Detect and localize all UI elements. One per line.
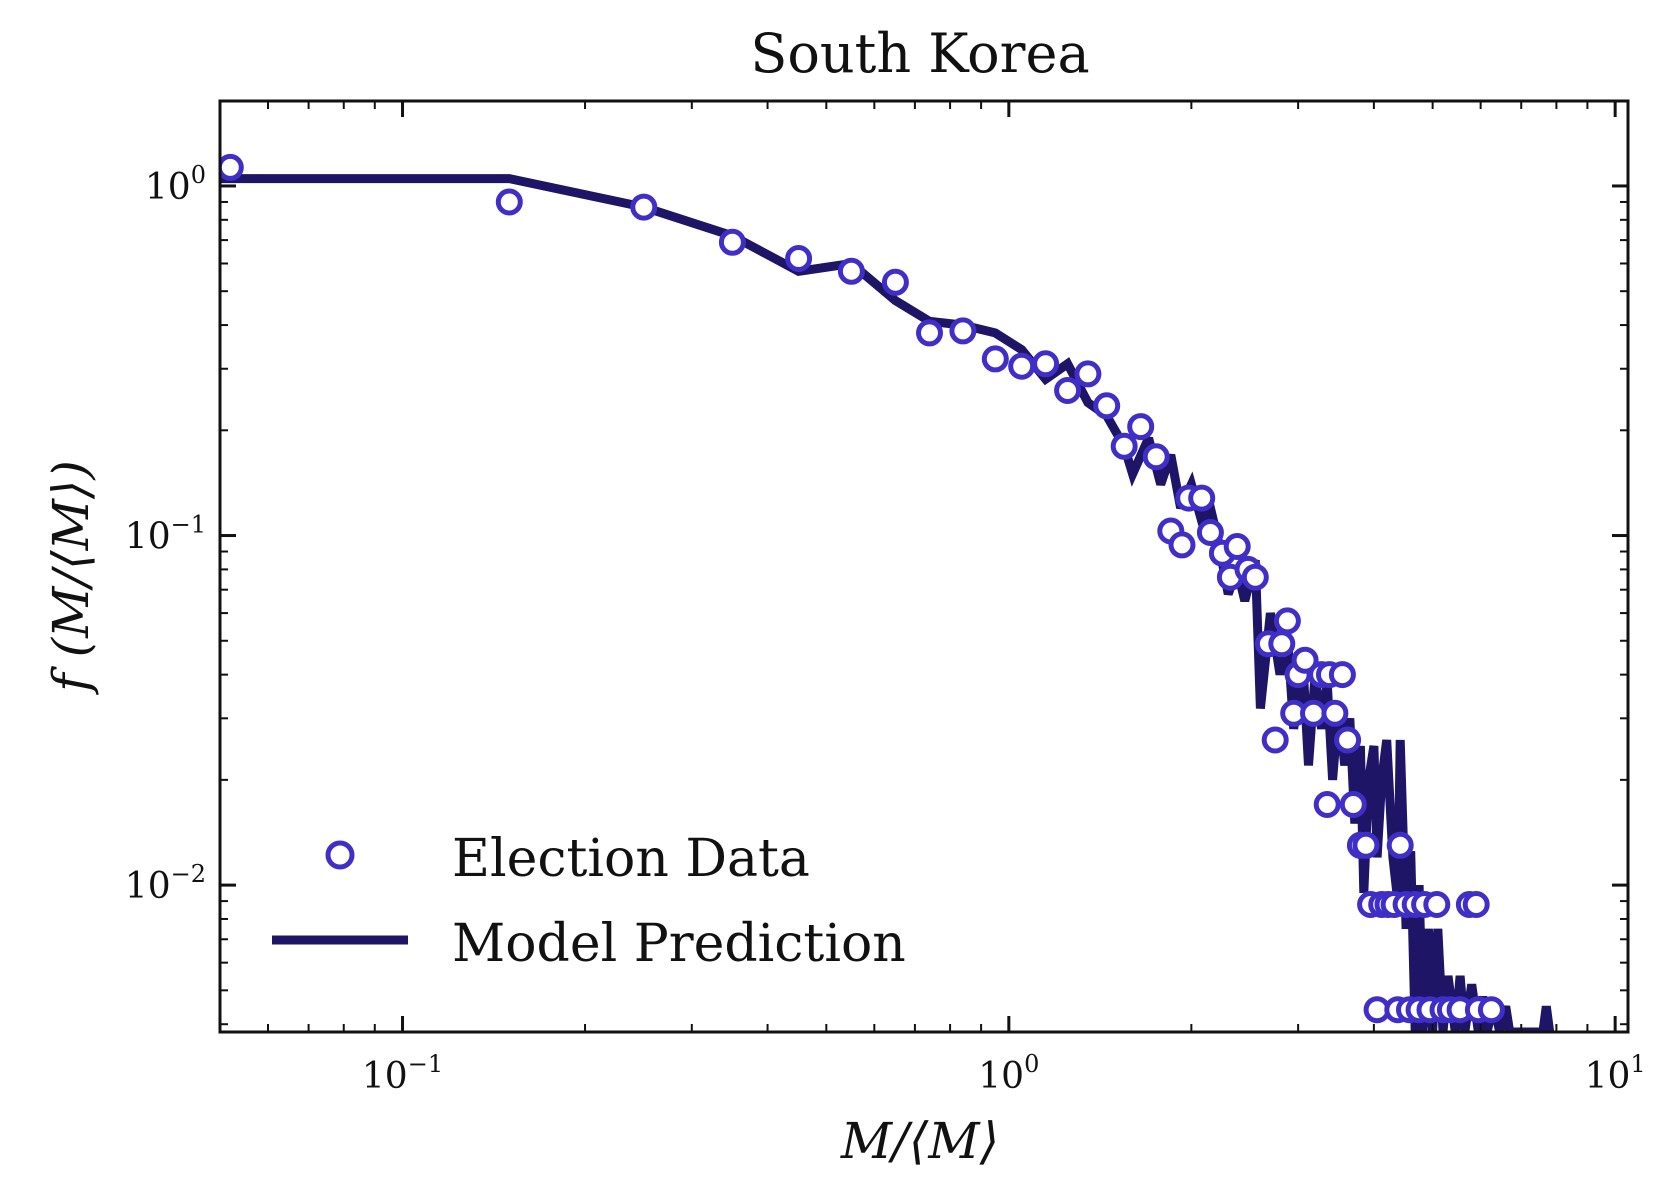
- data-point-election: [1313, 791, 1341, 818]
- data-point-election: [1321, 699, 1349, 727]
- x-axis-label: M/⟨M⟩: [840, 1112, 999, 1170]
- x-tick-label: 10−1: [362, 1050, 443, 1097]
- data-point-election: [837, 257, 865, 285]
- legend: Election Data Model Prediction: [272, 829, 906, 974]
- y-tick-label: 100: [145, 161, 206, 208]
- data-point-election: [1300, 699, 1327, 727]
- data-point-election: [981, 345, 1009, 373]
- data-point-election: [220, 153, 244, 181]
- data-point-election: [1241, 563, 1269, 591]
- y-tick-label: 10−2: [125, 860, 206, 907]
- plot-area: [220, 153, 1555, 1032]
- data-point-election: [1334, 726, 1362, 754]
- data-point-election: [1477, 996, 1505, 1024]
- legend-marker-election-data: [325, 840, 355, 870]
- data-point-election: [1008, 352, 1036, 380]
- data-point-election: [1328, 661, 1356, 689]
- y-axis-label: f (M/⟨M⟩): [42, 460, 100, 696]
- data-point-election: [1168, 531, 1196, 559]
- data-point-election: [881, 268, 909, 296]
- data-point-election: [1223, 533, 1251, 560]
- data-point-election: [1423, 891, 1451, 918]
- data-point-election: [1110, 432, 1138, 460]
- data-point-election: [630, 193, 658, 221]
- data-point-election: [1196, 519, 1224, 546]
- series-line-model-prediction: [220, 174, 1555, 1032]
- data-point-election: [1291, 646, 1319, 674]
- data-point-election: [1339, 791, 1367, 818]
- data-point-election: [1352, 831, 1380, 859]
- data-point-election: [1093, 392, 1121, 420]
- data-point-election: [495, 188, 523, 216]
- y-tick-label: 10−1: [125, 511, 206, 558]
- data-point-election: [1142, 443, 1170, 471]
- data-point-election: [1462, 891, 1490, 918]
- x-tick-label: 100: [978, 1050, 1039, 1097]
- data-point-election: [1074, 360, 1102, 388]
- data-point-election: [1268, 630, 1296, 658]
- data-point-election: [1032, 350, 1060, 378]
- axis-ticks: 10−1 100 101 100 10−1 10−2: [125, 101, 1646, 1097]
- data-point-election: [949, 317, 977, 345]
- data-point-election: [1386, 831, 1414, 859]
- data-point-election: [1273, 607, 1301, 635]
- data-point-election: [916, 319, 943, 347]
- data-point-election: [1127, 413, 1155, 441]
- data-point-election: [1261, 726, 1289, 754]
- data-point-election: [1188, 484, 1216, 512]
- legend-label-election-data: Election Data: [452, 829, 810, 889]
- chart-title: South Korea: [750, 22, 1089, 85]
- x-tick-label: 101: [1585, 1050, 1646, 1097]
- legend-label-model-prediction: Model Prediction: [452, 914, 906, 974]
- data-point-election: [1054, 377, 1082, 404]
- plot-frame: [218, 99, 1630, 1034]
- data-point-election: [718, 228, 746, 256]
- data-point-election: [785, 245, 813, 272]
